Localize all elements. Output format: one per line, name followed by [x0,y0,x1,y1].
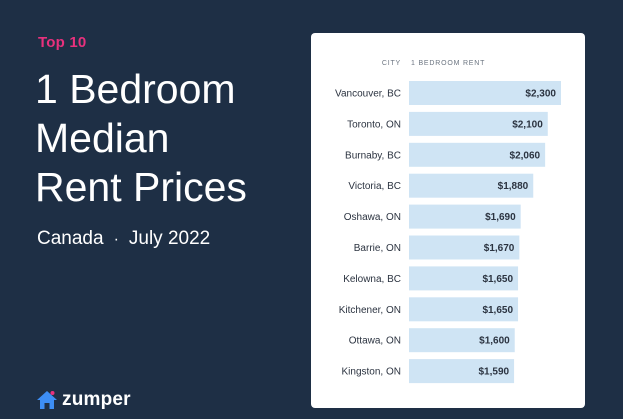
city-label: Kitchener, ON [339,305,401,316]
value-label: $2,300 [525,89,556,100]
title-line: Median [35,115,170,161]
city-label: Kingston, ON [342,367,401,378]
bar [409,142,546,167]
bar [409,235,520,260]
date-label: July 2022 [128,228,211,249]
city-label: Ottawa, ON [349,336,401,347]
bar-chart: CITY 1 BEDROOM RENT Vancouver, BC $2,300 Tor… [335,60,561,384]
city-label: Vancouver, BC [335,89,401,100]
value-label: $2,060 [510,150,541,161]
city-label: Victoria, BC [348,181,401,192]
value-label: $1,600 [479,336,510,347]
value-label: $1,690 [485,212,516,223]
column-header-rent: 1 BEDROOM RENT [411,60,485,67]
page-title: 1 Bedroom Median Rent Prices [35,65,305,212]
value-label: $1,670 [484,243,515,254]
bar [409,111,548,136]
region-label: Canada [37,228,104,249]
bar [409,81,561,105]
bar [409,204,521,229]
value-label: $2,100 [512,119,543,130]
value-label: $1,650 [482,274,513,285]
subtitle: Canada · July 2022 [37,228,210,250]
title-line: 1 Bedroom [35,66,236,112]
chart-card: CITY 1 BEDROOM RENT Vancouver, BC $2,300 Tor… [311,33,585,408]
value-label: $1,880 [498,181,529,192]
title-line: Rent Prices [35,164,247,210]
column-header-city: CITY [382,60,401,67]
brand-logo: zumper [36,388,131,412]
house-logo-icon [37,391,57,409]
value-label: $1,590 [478,367,509,378]
bar [409,266,519,291]
city-label: Kelowna, BC [343,274,401,285]
brand-name: zumper [62,389,131,410]
bar [409,173,534,198]
city-label: Burnaby, BC [345,150,401,161]
bar [409,297,519,322]
separator: · [113,231,119,248]
kicker-label: Top 10 [38,34,87,51]
city-label: Toronto, ON [347,119,401,130]
city-label: Barrie, ON [354,243,401,254]
bar [409,328,515,353]
city-label: Oshawa, ON [344,212,401,223]
bar [409,359,515,384]
value-label: $1,650 [482,305,513,316]
